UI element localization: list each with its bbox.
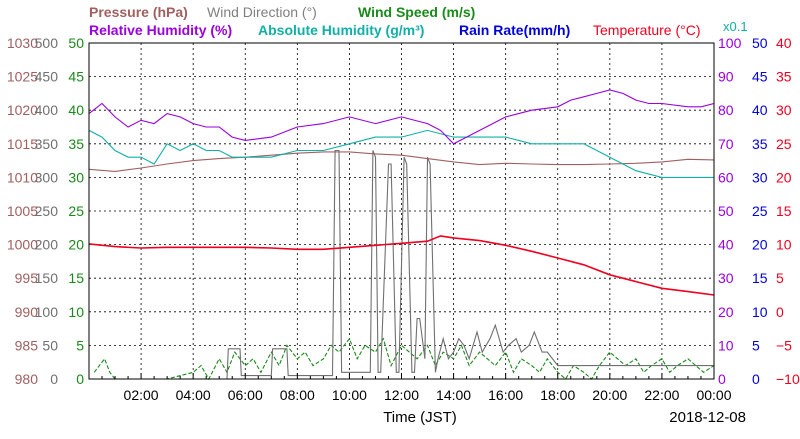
wind_direction-tick-label: 200 bbox=[35, 237, 59, 253]
rain-multiplier-label: x0.1 bbox=[723, 19, 748, 34]
wind_speed-tick-label: 50 bbox=[68, 35, 84, 51]
grid bbox=[89, 43, 714, 379]
chart-svg: Pressure (hPa) Wind Direction (°) Wind Spe… bbox=[0, 0, 800, 434]
temperature-tick-label: 5 bbox=[776, 270, 784, 286]
temperature-tick-label: 35 bbox=[776, 69, 792, 85]
x-tick-label: 16:00 bbox=[488, 387, 523, 403]
wind_direction-tick-label: 100 bbox=[35, 304, 59, 320]
relative_humidity-tick-label: 30 bbox=[718, 270, 734, 286]
legend-item-4: Absolute Humidity (g/m³) bbox=[258, 22, 424, 38]
temperature-tick-label: 0 bbox=[776, 304, 784, 320]
temperature-tick-label: 10 bbox=[776, 237, 792, 253]
x-tick-label: 18:00 bbox=[540, 387, 575, 403]
x-tick-label: 04:00 bbox=[176, 387, 211, 403]
relative_humidity-tick-label: 10 bbox=[718, 337, 734, 353]
relative_humidity-tick-label: 0 bbox=[718, 371, 726, 387]
x-tick-label: 12:00 bbox=[384, 387, 419, 403]
rain_rate-tick-label: 20 bbox=[752, 237, 768, 253]
temperature-tick-label: 30 bbox=[776, 102, 792, 118]
wind_speed-tick-label: 35 bbox=[68, 136, 84, 152]
x-tick-label: 06:00 bbox=[228, 387, 263, 403]
wind_direction-tick-label: 250 bbox=[35, 203, 59, 219]
x-tick-label: 02:00 bbox=[124, 387, 159, 403]
pressure-tick-label: 1000 bbox=[7, 237, 38, 253]
legend-item-5: Rain Rate(mm/h) bbox=[459, 22, 570, 38]
pressure-tick-label: 1030 bbox=[7, 35, 38, 51]
wind_direction-tick-label: 150 bbox=[35, 270, 59, 286]
relative_humidity-tick-label: 70 bbox=[718, 136, 734, 152]
legend-item-1: Wind Direction (°) bbox=[207, 4, 317, 20]
wind_speed-tick-label: 0 bbox=[76, 371, 84, 387]
rain_rate-tick-label: 25 bbox=[752, 203, 768, 219]
wind_direction-tick-label: 400 bbox=[35, 102, 59, 118]
legend: Pressure (hPa) Wind Direction (°) Wind Spe… bbox=[89, 4, 748, 38]
pressure-tick-label: 1025 bbox=[7, 69, 38, 85]
relative_humidity-tick-label: 20 bbox=[718, 304, 734, 320]
rain_rate-tick-label: 50 bbox=[752, 35, 768, 51]
relative_humidity-tick-label: 100 bbox=[718, 35, 742, 51]
wind_direction-tick-label: 350 bbox=[35, 136, 59, 152]
rain_rate-tick-label: 10 bbox=[752, 304, 768, 320]
temperature-tick-label: 20 bbox=[776, 169, 792, 185]
x-tick-label: 00:00 bbox=[696, 387, 731, 403]
temperature-tick-label: 25 bbox=[776, 136, 792, 152]
wind_speed-tick-label: 25 bbox=[68, 203, 84, 219]
pressure-tick-label: 980 bbox=[15, 371, 39, 387]
x-axis: 02:00 04:00 06:00 08:00 10:00 12:00 14:00 16:00… bbox=[89, 373, 732, 403]
x-tick-label: 14:00 bbox=[436, 387, 471, 403]
relative_humidity-tick-label: 90 bbox=[718, 69, 734, 85]
wind_speed-tick-label: 10 bbox=[68, 304, 84, 320]
relative_humidity-tick-label: 60 bbox=[718, 169, 734, 185]
weather-chart: Pressure (hPa) Wind Direction (°) Wind Spe… bbox=[0, 0, 800, 434]
rain_rate-tick-label: 15 bbox=[752, 270, 768, 286]
wind_speed-tick-label: 30 bbox=[68, 169, 84, 185]
wind_speed-tick-label: 15 bbox=[68, 270, 84, 286]
wind_speed-tick-label: 20 bbox=[68, 237, 84, 253]
rain_rate-tick-label: 35 bbox=[752, 136, 768, 152]
legend-item-0: Pressure (hPa) bbox=[89, 4, 188, 20]
pressure-tick-label: 1005 bbox=[7, 203, 38, 219]
wind_direction-tick-label: 500 bbox=[35, 35, 59, 51]
series-line-wind-speed-m-s bbox=[94, 339, 714, 379]
wind_direction-tick-label: 0 bbox=[50, 371, 58, 387]
rain_rate-tick-label: 5 bbox=[752, 337, 760, 353]
legend-item-3: Relative Humidity (%) bbox=[89, 22, 232, 38]
rain_rate-tick-label: 0 bbox=[752, 371, 760, 387]
wind_speed-tick-label: 5 bbox=[76, 337, 84, 353]
x-tick-label: 08:00 bbox=[280, 387, 315, 403]
x-tick-label: 10:00 bbox=[332, 387, 367, 403]
x-tick-label: 22:00 bbox=[644, 387, 679, 403]
legend-item-6: Temperature (°C) bbox=[593, 22, 701, 38]
x-axis-title: Time (JST) bbox=[383, 409, 457, 426]
rain_rate-tick-label: 45 bbox=[752, 69, 768, 85]
rain_rate-tick-label: 30 bbox=[752, 169, 768, 185]
rain_rate-tick-label: 40 bbox=[752, 102, 768, 118]
series-line-wind-direction bbox=[227, 151, 714, 380]
wind_direction-tick-label: 450 bbox=[35, 69, 59, 85]
relative_humidity-tick-label: 40 bbox=[718, 237, 734, 253]
wind_speed-tick-label: 45 bbox=[68, 69, 84, 85]
relative_humidity-tick-label: 80 bbox=[718, 102, 734, 118]
temperature-tick-label: −5 bbox=[776, 337, 792, 353]
pressure-tick-label: 985 bbox=[15, 337, 39, 353]
temperature-tick-label: −10 bbox=[776, 371, 800, 387]
legend-item-2: Wind Speed (m/s) bbox=[358, 4, 475, 20]
date-label: 2018-12-08 bbox=[669, 409, 746, 426]
wind_speed-tick-label: 40 bbox=[68, 102, 84, 118]
relative_humidity-tick-label: 50 bbox=[718, 203, 734, 219]
temperature-tick-label: 40 bbox=[776, 35, 792, 51]
wind_direction-tick-label: 50 bbox=[42, 337, 58, 353]
pressure-tick-label: 1015 bbox=[7, 136, 38, 152]
temperature-tick-label: 15 bbox=[776, 203, 792, 219]
x-tick-label: 20:00 bbox=[592, 387, 627, 403]
pressure-tick-label: 1020 bbox=[7, 102, 38, 118]
wind_direction-tick-label: 300 bbox=[35, 169, 59, 185]
pressure-tick-label: 1010 bbox=[7, 169, 38, 185]
